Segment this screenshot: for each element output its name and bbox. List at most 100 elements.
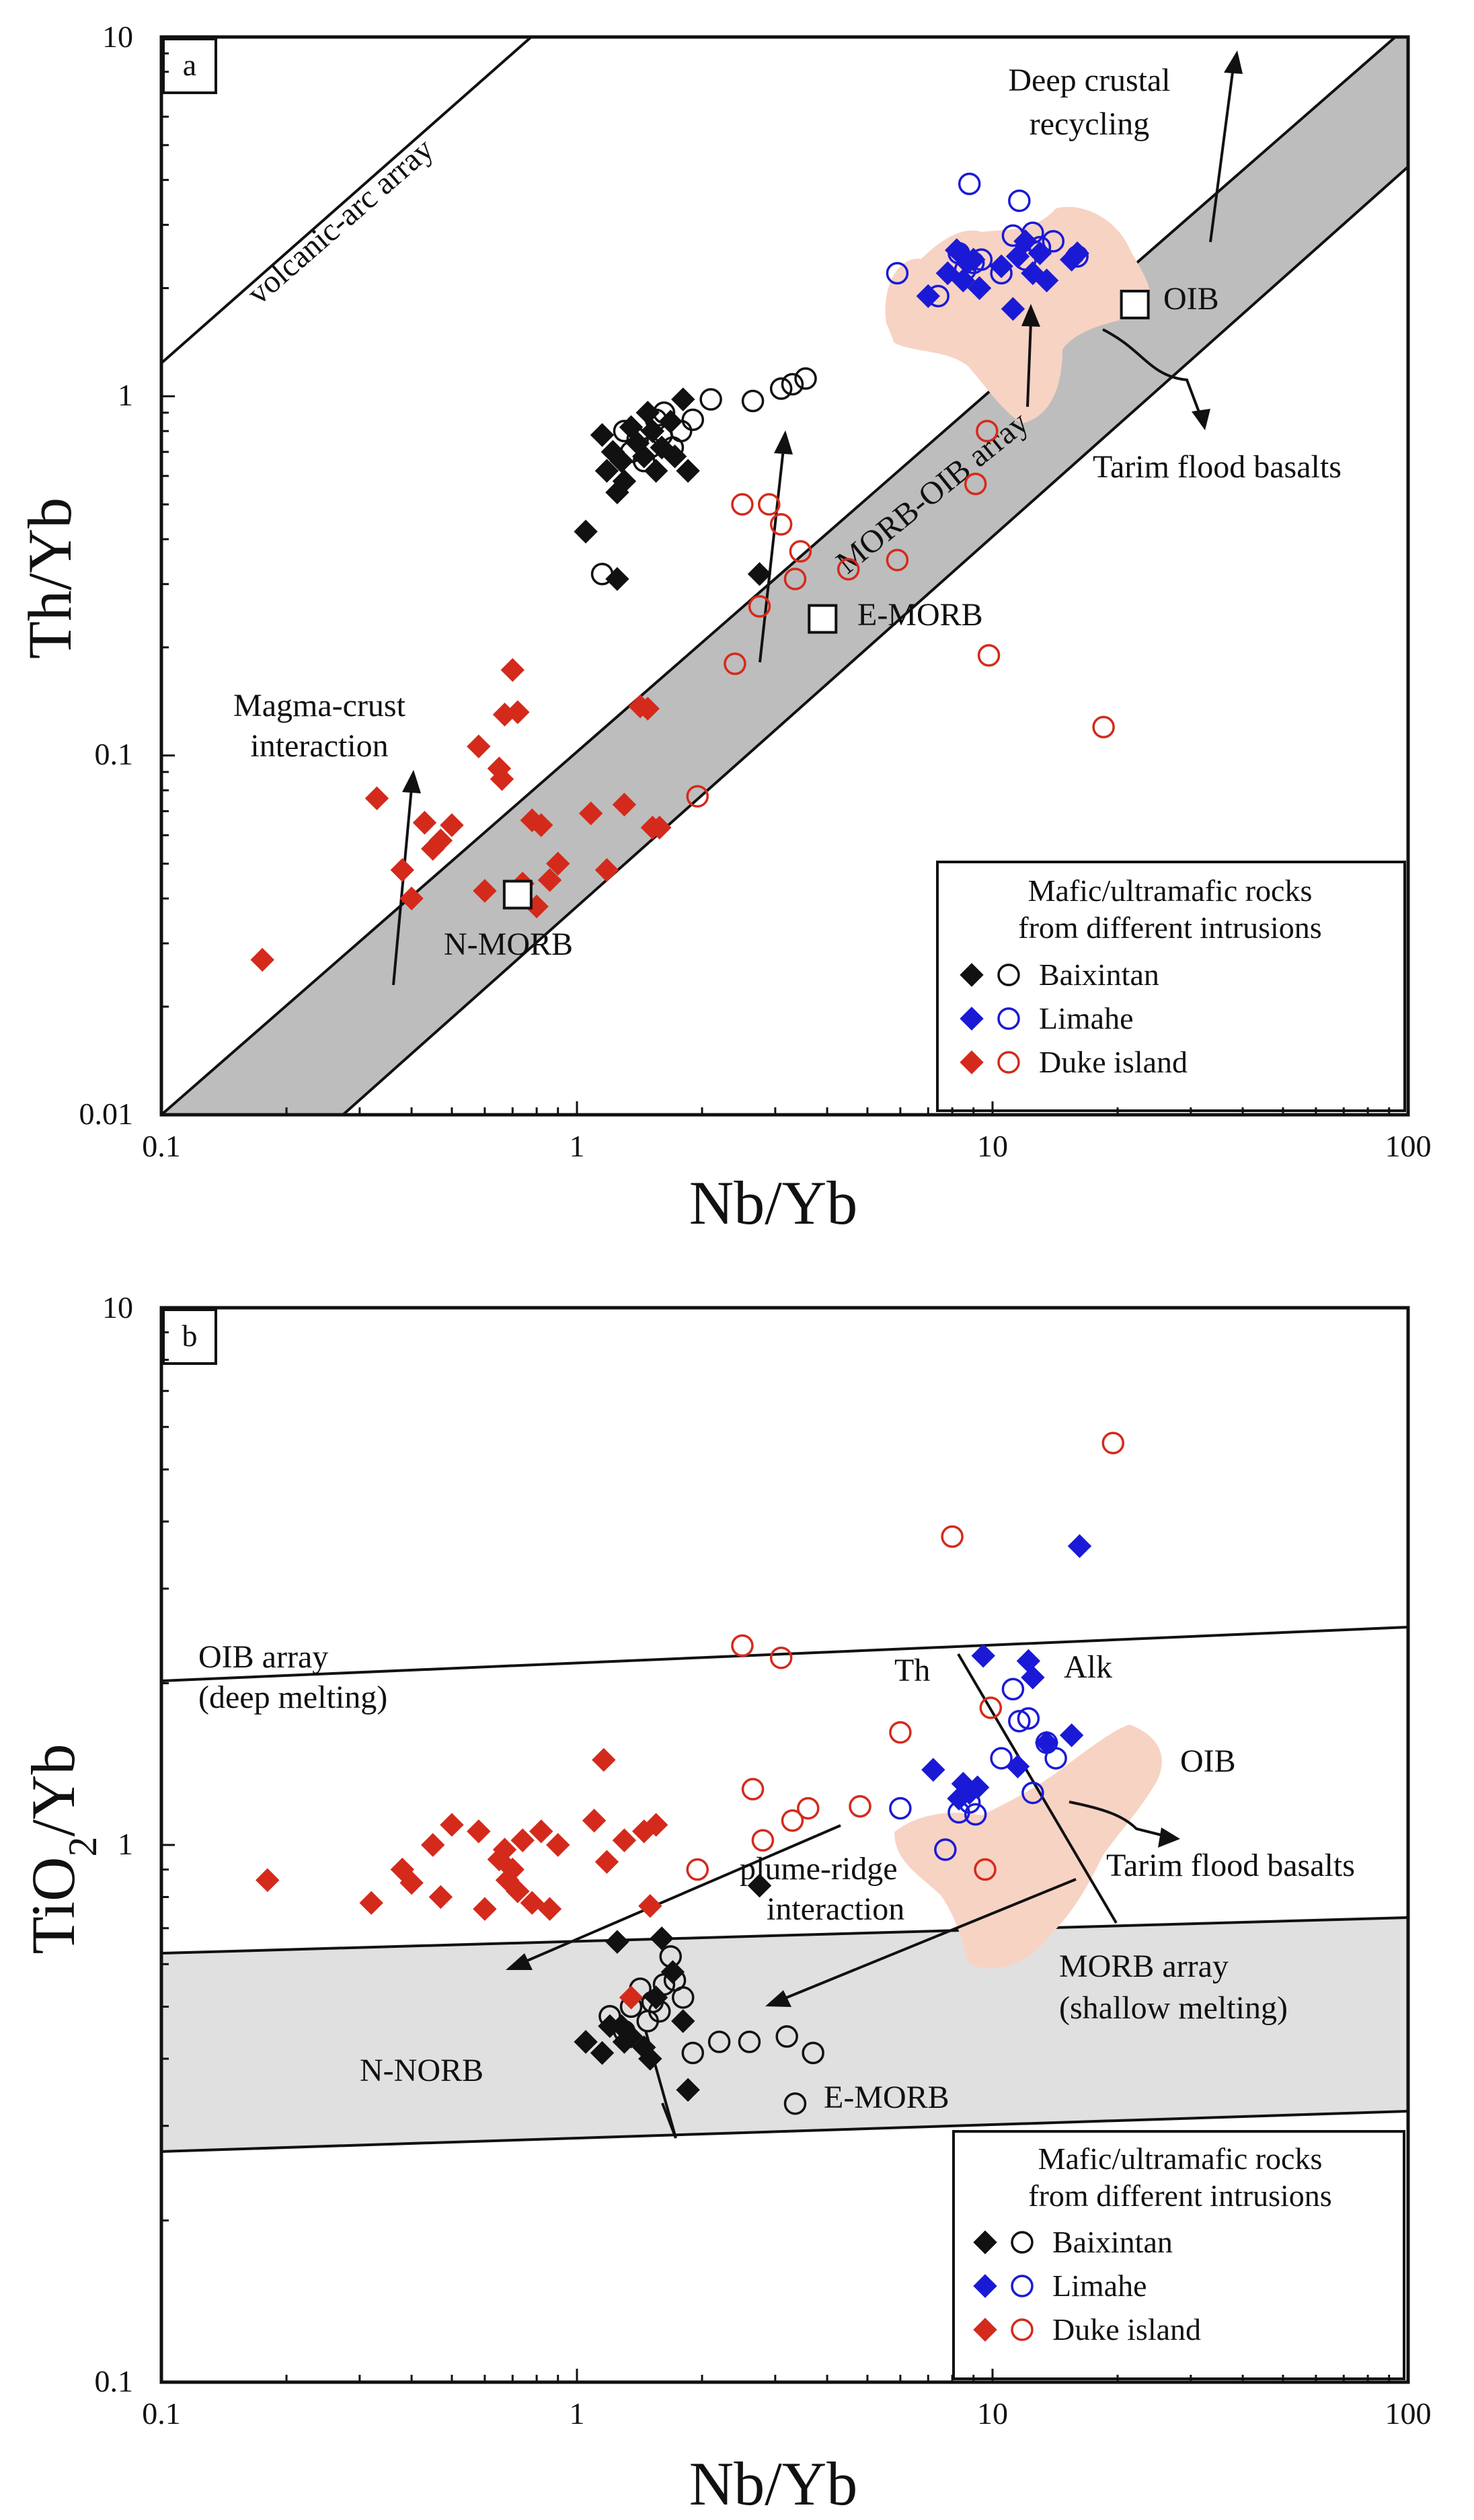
arrow-plume-ridge-left xyxy=(520,1824,841,1965)
point-duke-island-circle-5 xyxy=(769,513,793,536)
panel-label-b: b xyxy=(182,1318,198,1353)
point-duke-island-diamond-27 xyxy=(648,816,672,840)
point-baixintan-circle-10 xyxy=(670,420,693,442)
tarim-flood-basalts-label: Tarim flood basalts xyxy=(1093,449,1342,485)
point-duke-island-diamond-10 xyxy=(492,1838,517,1862)
point-duke-island-circle-0 xyxy=(686,785,709,808)
point-duke-island-diamond-9 xyxy=(473,879,497,903)
legend-title-line2-b: from different intrusions xyxy=(1028,2178,1331,2213)
point-duke-island-diamond-3 xyxy=(399,1871,424,1895)
oib-reference-label: OIB xyxy=(1163,281,1219,317)
point-baixintan-diamond-14 xyxy=(747,1873,772,1898)
arrow-head-morb-oib xyxy=(774,430,793,455)
x-tick-label-a-0: 0.1 xyxy=(142,1129,181,1163)
point-duke-island-circle-6 xyxy=(783,567,807,590)
x-tick-label-a-2: 10 xyxy=(977,1129,1008,1163)
panel-label-box-a xyxy=(162,38,217,94)
volcanic-arc-array-line xyxy=(161,37,533,364)
point-baixintan-circle-11 xyxy=(681,408,705,432)
n-morb-reference-label: N-MORB xyxy=(444,927,573,962)
point-limahe-circle-7 xyxy=(1008,1710,1031,1733)
point-duke-island-circle-0 xyxy=(686,1858,709,1881)
morb-array-label-line2: (shallow melting) xyxy=(1059,1990,1288,2026)
point-baixintan-circle-15 xyxy=(802,2041,824,2065)
point-duke-island-circle-8 xyxy=(889,1721,912,1744)
point-duke-island-diamond-14 xyxy=(506,700,530,724)
point-baixintan-circle-0 xyxy=(598,2004,621,2028)
legend-diamond-0 xyxy=(960,963,984,987)
point-duke-island-diamond-4 xyxy=(420,1833,445,1857)
arrow-head-oib-to-morb xyxy=(765,1990,791,2007)
point-duke-island-diamond-23 xyxy=(619,1985,644,2010)
arrow-morb-oib xyxy=(759,448,785,663)
point-baixintan-diamond-0 xyxy=(574,2030,598,2054)
point-baixintan-circle-14 xyxy=(769,377,793,400)
x-tick-label-a-3: 100 xyxy=(1385,1129,1432,1163)
morb-array-upper-line xyxy=(161,1916,1408,1955)
point-limahe-diamond-8 xyxy=(1001,297,1025,321)
legend-circle-0 xyxy=(997,963,1020,986)
arrow-head-tarim-b xyxy=(1158,1827,1180,1848)
point-baixintan-circle-5 xyxy=(639,436,662,459)
x-tick-label-b-3: 100 xyxy=(1385,2396,1432,2431)
point-limahe-diamond-7 xyxy=(989,254,1013,278)
arrow-head-deep-crustal xyxy=(1224,50,1243,74)
point-baixintan-circle-1 xyxy=(613,2020,636,2043)
y-tick-label-a-2: 1 xyxy=(118,378,133,412)
legend-entry-duke-island-a: Duke island xyxy=(1039,1045,1188,1079)
alk-field-label: Alk xyxy=(1064,1649,1112,1685)
point-duke-island-circle-9 xyxy=(941,1525,964,1548)
point-duke-island-diamond-16 xyxy=(529,1819,553,1844)
oib-array-label-line1: OIB array xyxy=(198,1639,328,1675)
point-baixintan-diamond-17 xyxy=(676,459,700,483)
point-baixintan-diamond-16 xyxy=(671,387,695,411)
point-duke-island-diamond-25 xyxy=(635,697,660,721)
point-baixintan-diamond-2 xyxy=(594,459,619,483)
point-limahe-diamond-11 xyxy=(1067,1534,1092,1559)
point-duke-island-diamond-5 xyxy=(428,1885,453,1909)
morb-array-band xyxy=(161,1918,1408,2152)
point-duke-island-circle-3 xyxy=(748,595,771,618)
point-limahe-diamond-13 xyxy=(1034,268,1059,292)
point-duke-island-circle-4 xyxy=(758,493,781,516)
x-tick-label-b-2: 10 xyxy=(977,2396,1008,2431)
point-duke-island-circle-11 xyxy=(979,1696,1003,1719)
point-duke-island-diamond-20 xyxy=(546,851,570,876)
x-axis-title-b: Nb/Yb xyxy=(689,2449,857,2518)
point-limahe-circle-12 xyxy=(1028,235,1052,259)
point-baixintan-circle-3 xyxy=(626,428,650,450)
legend-marks-a xyxy=(960,963,1020,1074)
point-limahe-circle-6 xyxy=(970,248,993,271)
point-baixintan-circle-15 xyxy=(781,372,804,396)
point-duke-island-diamond-26 xyxy=(644,1813,668,1837)
point-limahe-circle-6 xyxy=(1001,1678,1025,1701)
chart-panel-b: b OIB array (deep melting) Th Alk OIB Ta… xyxy=(19,1290,1432,2518)
legend-b: Mafic/ultramafic rocks from different in… xyxy=(952,2130,1405,2380)
point-duke-island-circle-9 xyxy=(886,549,909,572)
point-duke-island-diamond-1 xyxy=(359,1891,383,1915)
y-tick-label-a-1: 0.1 xyxy=(95,737,134,771)
legend-a: Mafic/ultramafic rocks from different in… xyxy=(936,861,1406,1112)
point-duke-island-circle-10 xyxy=(974,1858,997,1881)
point-baixintan-circle-12 xyxy=(699,388,722,411)
point-baixintan-circle-13 xyxy=(741,389,765,413)
arrow-tarim-b xyxy=(1069,1801,1164,1837)
point-duke-island-circle-13 xyxy=(964,473,987,496)
legend-circle-0 xyxy=(1011,2231,1034,2254)
point-duke-island-circle-12 xyxy=(1092,715,1115,739)
point-baixintan-circle-7 xyxy=(652,1973,676,1996)
legend-title-line1-b: Mafic/ultramafic rocks xyxy=(1038,2141,1323,2176)
oib-field-label: OIB xyxy=(1180,1743,1236,1779)
point-limahe-circle-13 xyxy=(1042,230,1065,253)
point-duke-island-circle-5 xyxy=(781,1809,804,1832)
plot-frame-a xyxy=(159,35,1410,1117)
point-duke-island-circle-2 xyxy=(731,493,754,516)
y-tick-label-a-0: 0.01 xyxy=(79,1097,134,1131)
y-tick-label-b-1: 1 xyxy=(118,1827,133,1861)
point-duke-island-diamond-15 xyxy=(520,1891,545,1915)
legend-entry-limahe-b: Limahe xyxy=(1052,2269,1147,2303)
point-limahe-diamond-0 xyxy=(921,1758,945,1782)
legend-entry-duke-island-b: Duke island xyxy=(1052,2312,1201,2347)
legend-marks-b xyxy=(973,2230,1034,2342)
point-duke-island-diamond-22 xyxy=(612,1828,637,1852)
